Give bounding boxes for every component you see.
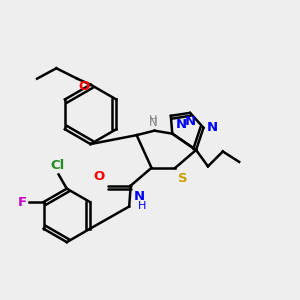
Text: O: O	[79, 80, 90, 93]
Text: H: H	[138, 202, 146, 212]
Text: H: H	[149, 115, 157, 125]
Text: F: F	[18, 196, 27, 208]
Text: N: N	[184, 115, 196, 128]
Text: N: N	[206, 121, 218, 134]
Text: N: N	[175, 118, 186, 131]
Text: N: N	[148, 116, 157, 129]
Text: Cl: Cl	[50, 159, 64, 172]
Text: N: N	[134, 190, 145, 203]
Text: S: S	[178, 172, 187, 185]
Text: O: O	[94, 170, 105, 183]
